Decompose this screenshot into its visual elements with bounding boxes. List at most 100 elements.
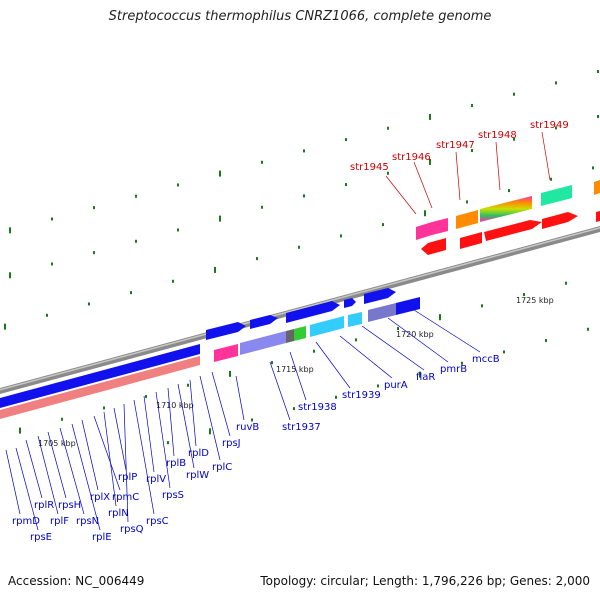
gene-str1948-box bbox=[480, 196, 532, 222]
gene-box-mixed bbox=[368, 303, 396, 322]
scale-labels: 1705 kbp 1710 kbp 1715 kbp 1720 kbp 1725 kbp bbox=[38, 296, 554, 448]
gene-box-magenta bbox=[214, 344, 238, 362]
gene-label-flaR: flaR bbox=[416, 372, 435, 383]
reverse-arrow-4 bbox=[542, 212, 578, 229]
label-leader bbox=[81, 419, 99, 491]
label-leader bbox=[177, 383, 195, 469]
gene-label-rplE: rplE bbox=[92, 532, 112, 543]
scale-label: 1710 kbp bbox=[156, 401, 194, 410]
scale-label: 1715 kbp bbox=[276, 365, 314, 374]
gene-label-rplR: rplR bbox=[34, 500, 54, 511]
gene-label-rplD: rplD bbox=[188, 448, 209, 459]
forward-arrow-top-4 bbox=[344, 298, 356, 308]
label-leader bbox=[37, 435, 59, 515]
gene-label-str1937: str1937 bbox=[282, 422, 321, 433]
gene-label-str1947: str1947 bbox=[436, 140, 475, 151]
reverse-arrow-3 bbox=[484, 220, 542, 241]
forward-arrow-top-5 bbox=[364, 288, 396, 304]
gene-label-rplF: rplF bbox=[50, 516, 69, 527]
backbone-highlight bbox=[0, 227, 600, 391]
label-leader bbox=[189, 379, 197, 447]
gene-label-rpsQ: rpsQ bbox=[120, 524, 144, 535]
label-leader bbox=[235, 375, 245, 421]
scale-label: 1705 kbp bbox=[38, 439, 76, 448]
gene-label-rplB: rplB bbox=[166, 458, 186, 469]
scale-ticks bbox=[4, 70, 599, 445]
gene-box-cyan-2 bbox=[348, 312, 362, 327]
reverse-strand-features bbox=[416, 180, 600, 255]
label-leader bbox=[289, 351, 307, 401]
label-leader bbox=[455, 151, 461, 201]
gene-box-green bbox=[294, 326, 306, 341]
scale-label: 1720 kbp bbox=[396, 330, 434, 339]
label-leader bbox=[5, 449, 21, 515]
gene-box-gray bbox=[286, 329, 294, 343]
gene-labels: rpmD rpsE rplR rplF rpsH rpsN rplE rplX rpmC rplN… bbox=[5, 120, 569, 543]
gene-label-rplV: rplV bbox=[146, 474, 166, 485]
gene-label-str1938: str1938 bbox=[298, 402, 337, 413]
label-leader bbox=[541, 131, 551, 181]
gene-str1947-box bbox=[456, 210, 478, 229]
label-leader bbox=[103, 411, 117, 507]
label-leader bbox=[15, 447, 39, 531]
gene-label-pmrB: pmrB bbox=[440, 364, 467, 375]
label-leader bbox=[385, 175, 417, 215]
gene-label-rpsN: rpsN bbox=[76, 516, 99, 527]
label-leader bbox=[167, 387, 175, 457]
gene-label-rpsH: rpsH bbox=[58, 500, 81, 511]
forward-arrow-top-3 bbox=[286, 301, 340, 323]
label-leader bbox=[495, 141, 501, 191]
gene-box-cyan-1 bbox=[310, 316, 344, 337]
label-leader bbox=[47, 431, 67, 499]
gene-edge-box bbox=[594, 180, 600, 195]
forward-arrow-top-2 bbox=[250, 315, 278, 329]
gene-label-rpmC: rpmC bbox=[112, 492, 139, 503]
gene-label-str1939: str1939 bbox=[342, 390, 381, 401]
label-leader bbox=[25, 439, 43, 499]
gene-label-rplW: rplW bbox=[186, 470, 209, 481]
gene-features bbox=[0, 180, 600, 419]
label-leader bbox=[123, 403, 129, 523]
gene-label-rpmD: rpmD bbox=[12, 516, 40, 527]
reverse-arrow-1 bbox=[421, 238, 446, 255]
gene-label-rplN: rplN bbox=[108, 508, 129, 519]
label-leader bbox=[133, 399, 155, 515]
gene-label-mccB: mccB bbox=[472, 354, 500, 365]
gene-label-rpsE: rpsE bbox=[30, 532, 52, 543]
gene-str1949-box bbox=[541, 185, 572, 206]
label-leader bbox=[413, 309, 481, 353]
label-leader bbox=[361, 325, 425, 371]
label-leader bbox=[211, 371, 231, 437]
label-leader bbox=[315, 341, 351, 389]
gene-str1945-box bbox=[416, 222, 432, 240]
label-leader bbox=[339, 335, 393, 379]
label-leader bbox=[199, 375, 221, 461]
gene-label-rpsS: rpsS bbox=[162, 490, 184, 501]
forward-strand-features bbox=[0, 288, 420, 419]
label-leader bbox=[143, 395, 155, 473]
label-leader bbox=[387, 317, 449, 363]
label-leader bbox=[59, 427, 85, 515]
gene-label-str1946: str1946 bbox=[392, 152, 431, 163]
gene-label-rplX: rplX bbox=[90, 492, 110, 503]
gene-label-str1945: str1945 bbox=[350, 162, 389, 173]
label-leader bbox=[269, 361, 291, 421]
label-leader bbox=[93, 415, 121, 491]
reverse-arrow-2 bbox=[460, 232, 482, 249]
accession-text: Accession: NC_006449 bbox=[8, 574, 145, 588]
gene-box-blue-end bbox=[396, 297, 420, 315]
map-title: Streptococcus thermophilus CNRZ1066, com… bbox=[108, 9, 492, 24]
forward-blue-row bbox=[0, 344, 200, 408]
forward-arrow-top-1 bbox=[206, 322, 246, 340]
gene-label-purA: purA bbox=[384, 380, 408, 391]
topology-info: Topology: circular; Length: 1,796,226 bp… bbox=[260, 574, 590, 588]
scale-label: 1725 kbp bbox=[516, 296, 554, 305]
gene-label-rpsJ: rpsJ bbox=[222, 438, 241, 449]
label-leader bbox=[113, 407, 127, 471]
forward-salmon-row bbox=[0, 356, 200, 419]
reverse-arrow-5 bbox=[596, 211, 600, 222]
label-leader bbox=[413, 161, 433, 209]
label-leader bbox=[155, 391, 171, 489]
gene-str1946-box bbox=[432, 218, 448, 235]
